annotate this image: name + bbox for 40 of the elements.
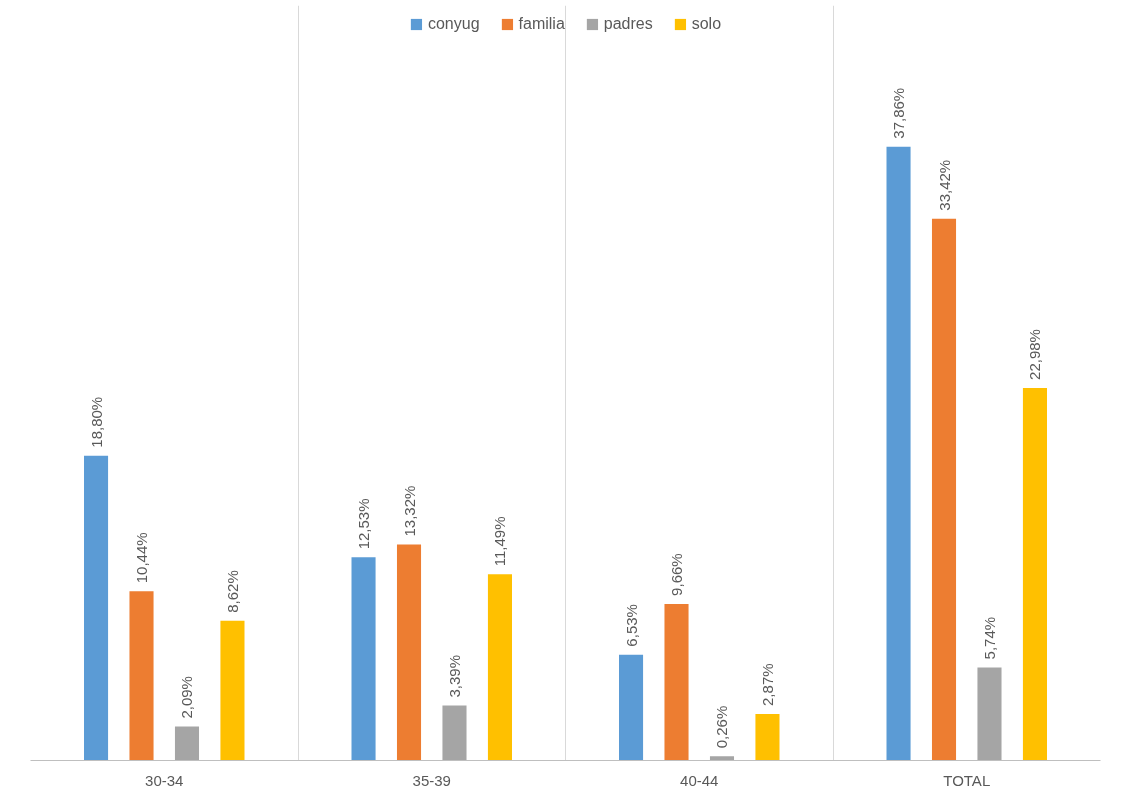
legend-label: solo <box>691 15 722 33</box>
data-label: 8,62% <box>223 570 241 613</box>
bar <box>442 705 467 761</box>
bar <box>129 591 154 761</box>
legend-label: conyug <box>427 15 480 33</box>
data-label: 6,53% <box>622 604 640 647</box>
data-label: 37,86% <box>890 87 908 139</box>
data-label: 2,87% <box>758 663 776 706</box>
data-label: 10,44% <box>133 532 151 584</box>
x-tick-label: TOTAL <box>943 771 991 789</box>
data-label: 3,39% <box>445 654 463 698</box>
bar <box>174 726 200 761</box>
data-label: 0,26% <box>713 705 731 749</box>
data-label: 22,98% <box>1026 329 1044 380</box>
bar <box>351 557 376 761</box>
data-label: 12,53% <box>355 498 373 550</box>
legend-label: familia <box>518 15 565 33</box>
bar <box>886 146 911 761</box>
bar <box>1022 387 1047 761</box>
data-label: 18,80% <box>87 396 105 448</box>
bar <box>664 603 689 761</box>
data-label: 33,42% <box>935 159 953 211</box>
bar <box>755 713 780 761</box>
data-label: 9,66% <box>668 553 686 596</box>
legend-label: padres <box>603 15 653 33</box>
x-tick-label: 35-39 <box>412 771 451 789</box>
bar <box>396 544 422 761</box>
data-label: 2,09% <box>178 676 196 719</box>
data-label: 5,74% <box>980 616 998 660</box>
x-tick-label: 40-44 <box>680 771 719 789</box>
data-label: 13,32% <box>400 485 418 537</box>
bar <box>931 218 957 761</box>
data-label: 11,49% <box>491 516 509 567</box>
bar <box>84 455 109 761</box>
bar <box>709 756 735 761</box>
bar <box>619 654 644 761</box>
bar <box>220 620 245 761</box>
bar <box>977 667 1002 761</box>
bar <box>487 574 512 761</box>
x-tick-label: 30-34 <box>145 771 184 789</box>
